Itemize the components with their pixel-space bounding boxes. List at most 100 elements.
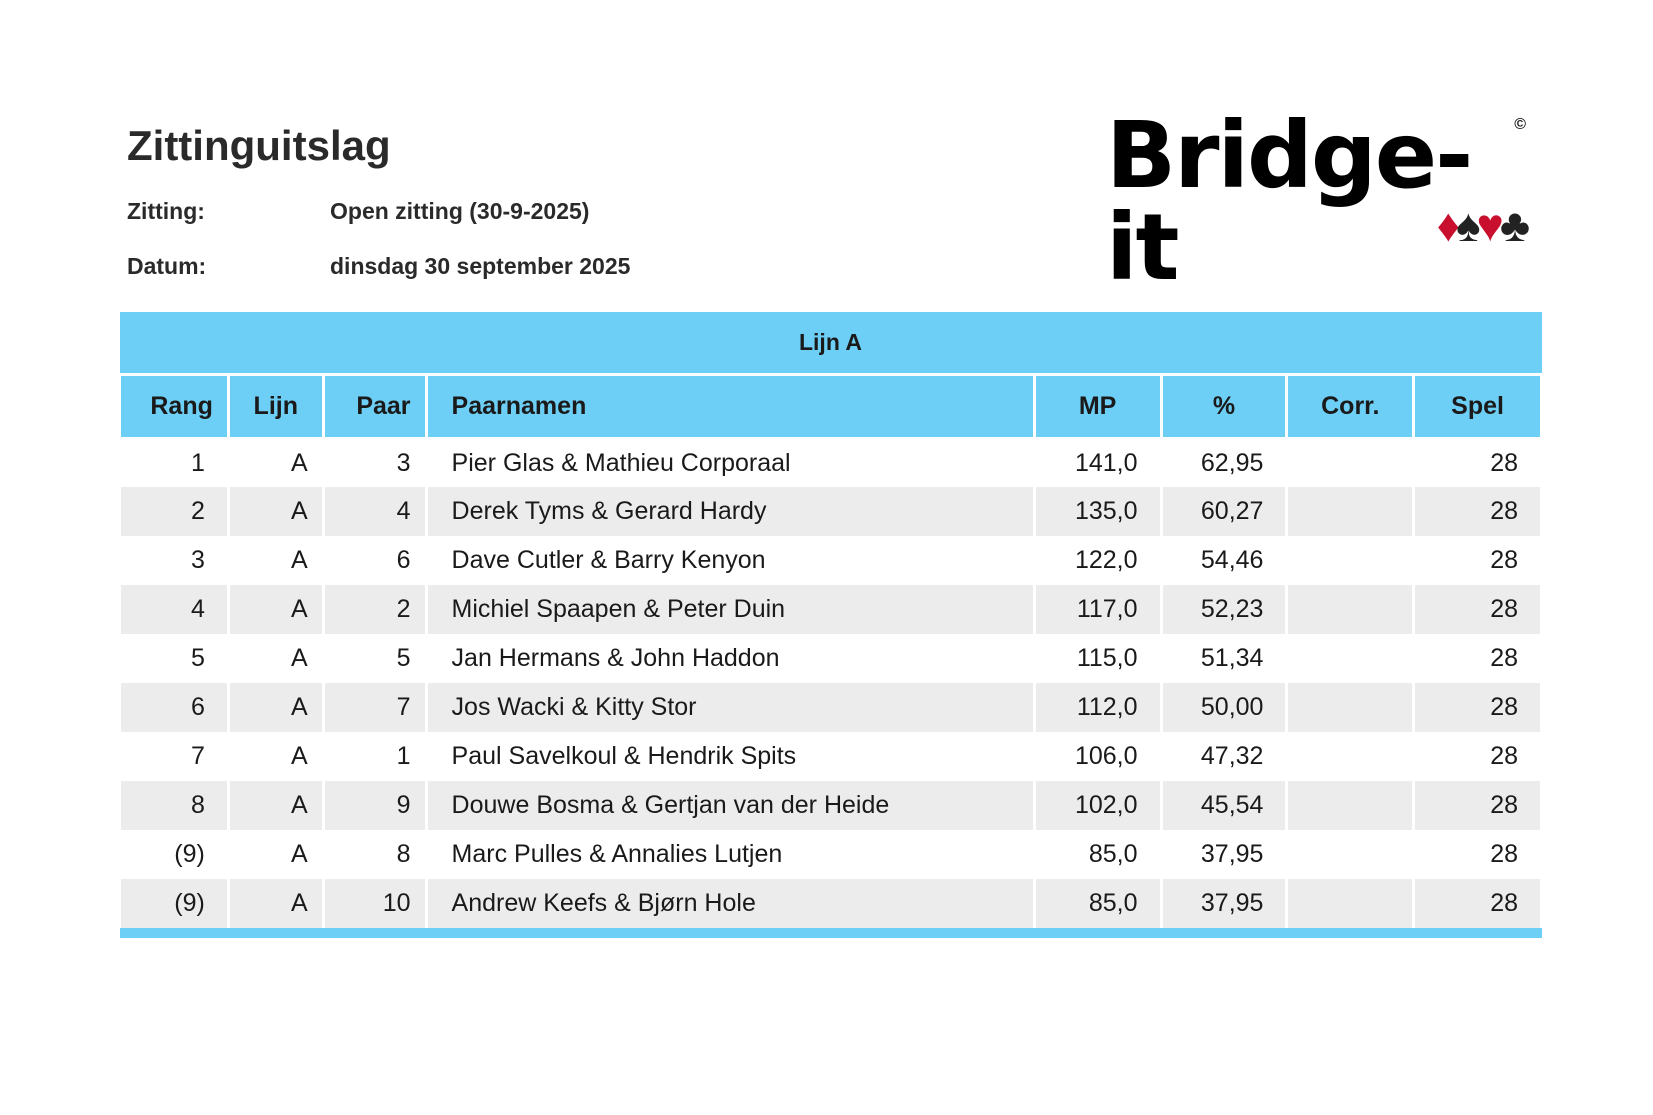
table-cell: 28 xyxy=(1412,585,1543,634)
table-cell: 141,0 xyxy=(1032,438,1163,487)
table-cell xyxy=(1285,732,1416,781)
table-row: 5 A 5 Jan Hermans & John Haddon 115,0 51,34 28 xyxy=(118,634,1543,683)
table-cell: 3 xyxy=(118,536,230,585)
bridge-it-logo: Bridge-it © ♦♠♥♣ xyxy=(1106,110,1536,294)
table-cell: 102,0 xyxy=(1032,781,1163,830)
datum-value: dinsdag 30 september 2025 xyxy=(330,253,631,279)
table-cell: 54,46 xyxy=(1159,536,1289,585)
table-cell: 135,0 xyxy=(1032,487,1163,536)
table-row: (9) A 10 Andrew Keefs & Bjørn Hole 85,0 37,95… xyxy=(118,879,1543,928)
column-header: Paar xyxy=(321,374,428,440)
table-row: 4 A 2 Michiel Spaapen & Peter Duin 117,0 52,2… xyxy=(118,585,1543,634)
table-cell: 112,0 xyxy=(1032,683,1163,732)
table-cell: Jos Wacki & Kitty Stor xyxy=(424,683,1036,732)
table-cell: A xyxy=(226,879,325,928)
table-cell: Paul Savelkoul & Hendrik Spits xyxy=(424,732,1036,781)
table-cell xyxy=(1285,487,1416,536)
table-cell: (9) xyxy=(118,830,230,879)
table-cell: A xyxy=(226,634,325,683)
table-cell: Douwe Bosma & Gertjan van der Heide xyxy=(424,781,1036,830)
table-row: 1 A 3 Pier Glas & Mathieu Corporaal 141,0 62,… xyxy=(118,438,1543,487)
page-title: Zittinguitslag xyxy=(127,122,391,169)
table-cell: A xyxy=(226,781,325,830)
table-cell: 47,32 xyxy=(1159,732,1289,781)
table-cell: 2 xyxy=(118,487,230,536)
table-cell: 50,00 xyxy=(1159,683,1289,732)
table-cell xyxy=(1285,438,1416,487)
table-cell: Dave Cutler & Barry Kenyon xyxy=(424,536,1036,585)
table-cell: 8 xyxy=(118,781,230,830)
zitting-value: Open zitting (30-9-2025) xyxy=(330,198,590,224)
table-cell: 52,23 xyxy=(1159,585,1289,634)
table-row: (9) A 8 Marc Pulles & Annalies Lutjen 85,0 37… xyxy=(118,830,1543,879)
table-cell: 85,0 xyxy=(1032,879,1163,928)
column-header: MP xyxy=(1032,374,1163,440)
table-cell: 7 xyxy=(321,683,428,732)
copyright-icon: © xyxy=(1514,116,1526,133)
table-cell: 62,95 xyxy=(1159,438,1289,487)
table-cell: 5 xyxy=(118,634,230,683)
table-cell xyxy=(1285,536,1416,585)
table-cell: 28 xyxy=(1412,781,1543,830)
table-cell: 1 xyxy=(118,438,230,487)
table-cell: 28 xyxy=(1412,487,1543,536)
club-icon: ♣ xyxy=(1499,199,1530,251)
table-row: 6 A 7 Jos Wacki & Kitty Stor 112,0 50,00 28 xyxy=(118,683,1543,732)
table-cell: (9) xyxy=(118,879,230,928)
table-cell xyxy=(1285,634,1416,683)
table-row: 7 A 1 Paul Savelkoul & Hendrik Spits 106,0 47… xyxy=(118,732,1543,781)
column-header: Spel xyxy=(1412,374,1543,440)
table-cell: Derek Tyms & Gerard Hardy xyxy=(424,487,1036,536)
column-header: % xyxy=(1159,374,1289,440)
table-cell: 10 xyxy=(321,879,428,928)
table-cell xyxy=(1285,683,1416,732)
spade-icon: ♠ xyxy=(1456,199,1481,251)
table-cell: Pier Glas & Mathieu Corporaal xyxy=(424,438,1036,487)
diamond-icon: ♦ xyxy=(1436,199,1461,251)
column-header: Paarnamen xyxy=(424,374,1036,440)
table-cell: 28 xyxy=(1412,634,1543,683)
table-cell: 28 xyxy=(1412,830,1543,879)
table-cell: 60,27 xyxy=(1159,487,1289,536)
table-row: 8 A 9 Douwe Bosma & Gertjan van der Heide 10… xyxy=(118,781,1543,830)
table-cell: 28 xyxy=(1412,683,1543,732)
table-cell: 7 xyxy=(118,732,230,781)
table-cell: 28 xyxy=(1412,879,1543,928)
table-cell xyxy=(1285,585,1416,634)
table-cell xyxy=(1285,830,1416,879)
table-cell: A xyxy=(226,487,325,536)
table-cell: A xyxy=(226,536,325,585)
table-cell: A xyxy=(226,438,325,487)
column-header: Corr. xyxy=(1285,374,1416,440)
column-header: Lijn xyxy=(226,374,325,440)
table-cell: Andrew Keefs & Bjørn Hole xyxy=(424,879,1036,928)
zitting-label: Zitting: xyxy=(127,198,205,224)
table-cell: 85,0 xyxy=(1032,830,1163,879)
table-cell: A xyxy=(226,732,325,781)
datum-label: Datum: xyxy=(127,253,207,279)
table-cell: 2 xyxy=(321,585,428,634)
table-cell: 106,0 xyxy=(1032,732,1163,781)
table-cell: A xyxy=(226,683,325,732)
table-cell: 28 xyxy=(1412,732,1543,781)
table-cell xyxy=(1285,781,1416,830)
table-cell: 3 xyxy=(321,438,428,487)
table-row: 2 A 4 Derek Tyms & Gerard Hardy 135,0 60,27 28 xyxy=(118,487,1543,536)
table-cell: 122,0 xyxy=(1032,536,1163,585)
table-cell: Michiel Spaapen & Peter Duin xyxy=(424,585,1036,634)
logo-text: Bridge-it xyxy=(1106,102,1473,301)
table-cell: A xyxy=(226,830,325,879)
table-cell: 117,0 xyxy=(1032,585,1163,634)
results-table: Lijn A Rang Lijn Paar Paarnamen MP% Corr. Spel… xyxy=(118,312,1543,938)
table-cell: 9 xyxy=(321,781,428,830)
table-cell: 37,95 xyxy=(1159,879,1289,928)
table-cell: 8 xyxy=(321,830,428,879)
column-header: Rang xyxy=(118,374,230,440)
table-cell: A xyxy=(226,585,325,634)
table-cell: 6 xyxy=(118,683,230,732)
table-cell: 37,95 xyxy=(1159,830,1289,879)
table-cell: 45,54 xyxy=(1159,781,1289,830)
table-cell: 28 xyxy=(1412,536,1543,585)
heart-icon: ♥ xyxy=(1476,199,1504,251)
table-cell: 6 xyxy=(321,536,428,585)
